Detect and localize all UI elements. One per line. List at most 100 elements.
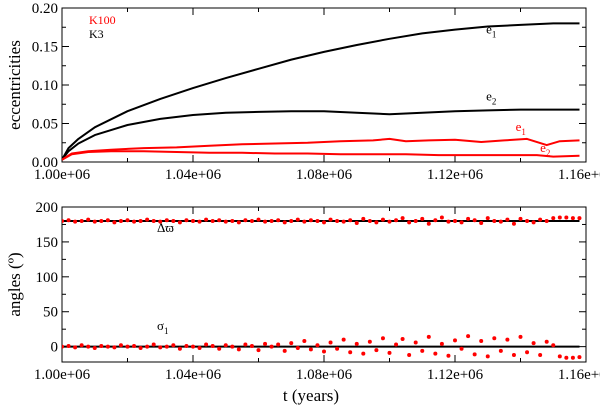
bottom-series-k100-1-point — [322, 349, 326, 354]
bottom-series-k100-1-point — [374, 348, 379, 353]
bottom-series-k100-1-point — [158, 345, 163, 350]
bottom-series-k100-1-point — [315, 343, 320, 348]
bottom-y-tick-label: 100 — [36, 270, 59, 286]
bottom-series-k100--point — [66, 218, 71, 223]
bottom-series-k100-1-point — [243, 342, 248, 347]
bottom-series-k100-1-point — [479, 339, 484, 344]
bottom-ylabel-wrap: angles (º) — [5, 252, 24, 316]
bottom-series-k100--point — [184, 218, 189, 223]
bottom-series-k100-1-point — [380, 336, 385, 341]
bottom-series-k100-1-point — [453, 338, 457, 343]
bottom-series-k100-1-point — [92, 346, 97, 351]
bottom-series-k100--point — [479, 221, 484, 226]
bottom-series-k100-1-point — [86, 344, 91, 349]
bottom-series-k100-1-point — [276, 342, 281, 347]
top-x-tick-label: 1.12e+06 — [427, 167, 484, 183]
bottom-series-k100--point — [177, 220, 182, 225]
bottom-series-k100--point — [485, 216, 490, 221]
bottom-series-k100--point — [151, 218, 156, 223]
bottom-series-k100--point — [210, 218, 215, 223]
bottom-series-k100-1-point — [439, 341, 444, 346]
bottom-series-k100--point — [387, 219, 392, 224]
top-series-k100-e2-line — [62, 150, 580, 161]
bottom-series-k100-1-point — [505, 337, 510, 342]
bottom-series-k100--point — [433, 218, 438, 223]
bottom-series-k100--point — [315, 218, 320, 223]
top-x-tick-label: 1.16e+06 — [558, 167, 600, 183]
top-annotation-0: e1 — [486, 21, 496, 39]
bottom-series-k100--point — [289, 218, 294, 223]
bottom-series-k100--point — [453, 218, 457, 223]
bottom-series-k100-1-point — [511, 353, 516, 358]
bottom-series-k100--point — [269, 218, 274, 223]
bottom-series-k100-1-point — [413, 340, 418, 345]
bottom-series-k100--point — [544, 218, 549, 223]
bottom-series-k100--point — [295, 217, 300, 222]
bottom-series-k100--point — [570, 216, 575, 221]
bottom-series-k100--point — [249, 218, 254, 223]
bottom-series-k100--point — [420, 216, 425, 221]
bottom-y-tick-label: 150 — [36, 235, 59, 251]
bottom-series-k100-1-point — [99, 343, 104, 348]
bottom-series-k100--point — [62, 218, 64, 223]
bottom-series-k100--point — [518, 216, 523, 221]
bottom-series-k100--point — [498, 219, 503, 224]
bottom-series-k100-1-point — [459, 346, 464, 351]
bottom-series-k100--point — [380, 217, 385, 222]
bottom-series-k100--point — [426, 221, 431, 226]
bottom-series-k100-1-point — [348, 350, 353, 355]
legend-entry-k100: K100 — [89, 13, 116, 27]
bottom-series-k100--point — [223, 219, 228, 224]
bottom-series-k100--point — [92, 219, 97, 224]
bottom-series-k100--point — [328, 217, 333, 222]
top-y-tick-label: 0.20 — [32, 1, 58, 17]
bottom-series-k100-1-point — [236, 347, 241, 352]
bottom-series-k100--point — [230, 218, 235, 223]
bottom-data — [62, 215, 582, 360]
bottom-y-tick-label: 200 — [36, 200, 59, 216]
bottom-series-k100--point — [79, 218, 84, 223]
top-plot-frame — [61, 7, 587, 163]
bottom-series-k100--point — [531, 220, 536, 225]
bottom-series-k100--point — [446, 219, 451, 224]
bottom-series-k100-1-point — [62, 344, 64, 349]
bottom-series-k100-1-point — [341, 337, 346, 342]
top-data — [62, 22, 580, 161]
bottom-series-k100--point — [158, 219, 163, 224]
bottom-series-k100-1-point — [223, 343, 228, 348]
bottom-series-k100-1-point — [361, 351, 366, 356]
bottom-series-k100-1-point — [577, 355, 582, 360]
bottom-series-k100-1-point — [171, 343, 176, 348]
top-ylabel-wrap: eccentricities — [5, 40, 24, 130]
bottom-series-k100--point — [361, 216, 366, 221]
bottom-series-k100-1-point — [217, 346, 222, 351]
bottom-series-k100--point — [276, 218, 281, 223]
top-annotation-2: e1 — [516, 119, 526, 137]
bottom-series-k100-1-point — [367, 339, 372, 344]
top-series-k3-e1-line — [62, 22, 580, 161]
bottom-panel: t (years) angles (º) 1.00e+06 1.04e+06 1.0… — [5, 200, 600, 405]
bottom-series-k100--point — [308, 218, 313, 223]
bottom-series-k100-1-point — [426, 334, 431, 339]
bottom-series-k100-1-point — [66, 343, 71, 348]
bottom-series-k100--point — [341, 219, 346, 224]
bottom-series-k100-1-point — [387, 350, 392, 355]
bottom-series-k100--point — [394, 218, 399, 223]
bottom-series-k100-1-point — [289, 341, 294, 346]
bottom-series-k100--point — [538, 217, 543, 222]
bottom-series-k100-1-point — [132, 343, 137, 348]
top-x-tick-label: 1.00e+06 — [34, 167, 91, 183]
bottom-series-k100--point — [164, 218, 169, 223]
top-legend: K100 K3 — [89, 13, 116, 41]
top-y-tick-label: 0.05 — [32, 117, 58, 133]
bottom-series-k100-1-point — [544, 339, 549, 344]
bottom-series-k100--point — [73, 219, 78, 224]
bottom-series-k100-1-point — [79, 343, 84, 348]
top-series-k100-e1-line — [62, 137, 580, 161]
bottom-series-k100-1-point — [525, 350, 530, 355]
bottom-series-k100-1-point — [302, 339, 307, 344]
bottom-y-axis-label: angles (º) — [5, 252, 24, 316]
bottom-series-k100--point — [557, 215, 562, 220]
bottom-series-k100--point — [236, 220, 241, 225]
